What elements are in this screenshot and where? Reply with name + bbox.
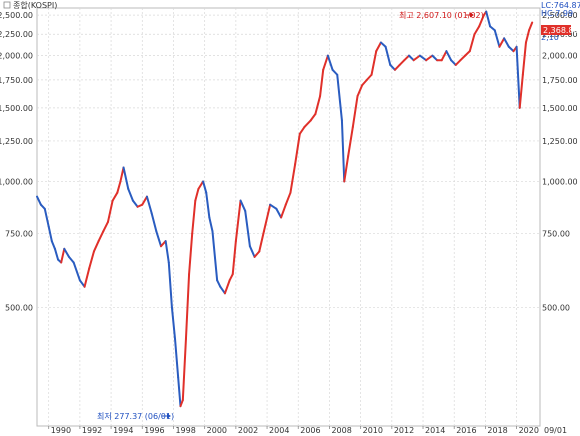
y-tick-label-left: 2,500.00 bbox=[0, 11, 33, 20]
y-tick-label-right: 500.00 bbox=[542, 303, 570, 312]
x-tick-label: 2006 bbox=[300, 426, 320, 435]
x-end-label: 09/01 bbox=[544, 426, 567, 435]
x-tick-label: 1994 bbox=[113, 426, 133, 435]
x-tick-label: 2012 bbox=[394, 426, 414, 435]
y-tick-label-right: 750.00 bbox=[542, 230, 570, 239]
x-tick-label: 2000 bbox=[207, 426, 227, 435]
y-tick-label-right: 1,750.00 bbox=[542, 76, 578, 85]
x-tick-label: 2018 bbox=[487, 426, 507, 435]
annotation-low: 최저 277.37 (06/01) bbox=[97, 411, 174, 421]
y-tick-label-left: 1,500.00 bbox=[0, 104, 33, 113]
y-tick-label-left: 500.00 bbox=[5, 303, 33, 312]
y-tick-label-right: 1,250.00 bbox=[542, 137, 578, 146]
x-tick-label: 2002 bbox=[238, 426, 258, 435]
y-tick-label-left: 2,250.00 bbox=[0, 30, 33, 39]
x-tick-label: 2004 bbox=[269, 426, 289, 435]
hc-value: HC:7.99 bbox=[541, 9, 573, 18]
y-tick-label-right: 1,000.00 bbox=[542, 177, 578, 186]
x-tick-label: 1996 bbox=[144, 426, 164, 435]
y-tick-label-left: 1,250.00 bbox=[0, 137, 33, 146]
x-tick-label: 2014 bbox=[425, 426, 445, 435]
x-tick-label: 1990 bbox=[51, 426, 71, 435]
current-price: 2,368.80 bbox=[543, 26, 579, 35]
x-tick-label: 2008 bbox=[331, 426, 351, 435]
x-tick-label: 2010 bbox=[363, 426, 383, 435]
x-tick-label: 1998 bbox=[175, 426, 195, 435]
y-tick-label-left: 750.00 bbox=[5, 230, 33, 239]
y-tick-label-left: 1,000.00 bbox=[0, 177, 33, 186]
y-tick-label-right: 1,500.00 bbox=[542, 104, 578, 113]
x-tick-label: 1992 bbox=[82, 426, 102, 435]
y-tick-label-left: 2,000.00 bbox=[0, 52, 33, 61]
y-tick-label-right: 2,000.00 bbox=[542, 52, 578, 61]
annotation-high: 최고 2,607.10 (01/02) bbox=[399, 10, 484, 20]
x-tick-label: 2016 bbox=[456, 426, 476, 435]
y-tick-label-left: 1,750.00 bbox=[0, 76, 33, 85]
x-tick-label: 2020 bbox=[519, 426, 539, 435]
legend-label: 종합(KOSPI) bbox=[13, 1, 57, 10]
